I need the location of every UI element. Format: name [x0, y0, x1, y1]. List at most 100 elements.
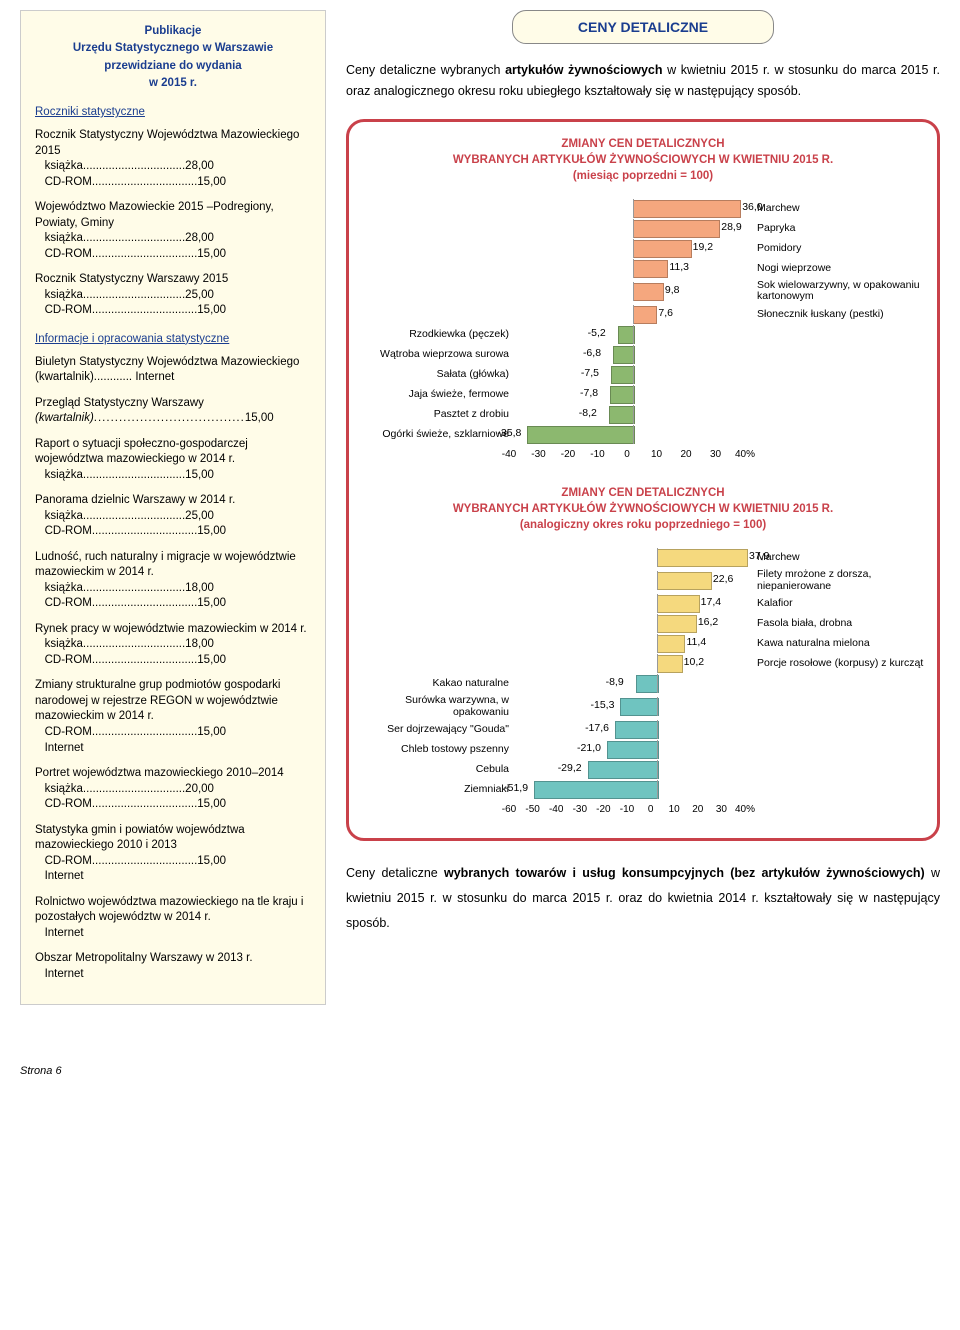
bar-row: Surówka warzywna, w opakowaniu-15,3 [359, 695, 927, 718]
axis-tick: 10 [669, 804, 680, 815]
publication-item: Województwo Mazowieckie 2015 –Podregiony… [35, 200, 311, 262]
hdr-line: przewidziane do wydania [35, 58, 311, 75]
intro-text: Ceny detaliczne wybranych artykułów żywn… [346, 60, 940, 103]
bar-row: Kakao naturalne -8,9 [359, 675, 927, 692]
chart2-title: ZMIANY CEN DETALICZNYCH WYBRANYCH ARTYKU… [359, 485, 927, 533]
bar-value: -15,3 [590, 699, 614, 711]
bar-track: -8,9 [515, 675, 751, 692]
bar-value: 19,2 [693, 241, 713, 253]
bar-track: 9,8 [515, 283, 751, 300]
chart-axis: -40-30-20-10010203040% [509, 449, 745, 465]
bar-row: Rzodkiewka (pęczek)-5,2 [359, 326, 927, 343]
bar-value: -7,5 [581, 367, 599, 379]
bar [657, 595, 700, 613]
bar-label-left: Kakao naturalne [359, 678, 515, 690]
bar-label-right: Marchew [751, 203, 927, 215]
bar-label-right: Kawa naturalna mielona [751, 638, 927, 650]
section-title: Roczniki statystyczne [35, 106, 311, 118]
axis-tick: -60 [502, 804, 516, 815]
bar-label-left: Ziemniaki [359, 784, 515, 796]
bar-track: -7,8 [515, 386, 751, 403]
axis-tick: -20 [596, 804, 610, 815]
bar-value: -17,6 [585, 722, 609, 734]
bar-track: -35,8 [515, 426, 751, 443]
axis-tick: -40 [502, 449, 516, 460]
bar-track: 37,9 [515, 549, 751, 566]
bar-value: -21,0 [577, 742, 601, 754]
bar-row: Sałata (główka)-7,5 [359, 366, 927, 383]
bar-value: -5,2 [588, 327, 606, 339]
bar-label-left: Chleb tostowy pszenny [359, 744, 515, 756]
bar-value: 11,4 [687, 636, 707, 648]
bar [633, 260, 668, 278]
bar-track: -17,6 [515, 721, 751, 738]
bar-value: 37,9 [749, 550, 769, 562]
axis-tick: 30 [710, 449, 721, 460]
publication-item: Zmiany strukturalne grup podmiotów gospo… [35, 678, 311, 756]
axis-tick: -30 [573, 804, 587, 815]
bar [611, 366, 635, 384]
bar-row: 17,4Kalafior [359, 595, 927, 612]
bar-row: Chleb tostowy pszenny -21,0 [359, 741, 927, 758]
title-box: CENY DETALICZNE [512, 10, 774, 44]
axis-tick: 0 [624, 449, 630, 460]
bar-row: 7,6Słonecznik łuskany (pestki) [359, 306, 927, 323]
content-panel: CENY DETALICZNE Ceny detaliczne wybranyc… [346, 10, 940, 1005]
bar-track: -8,2 [515, 406, 751, 423]
axis-tick: -50 [525, 804, 539, 815]
publication-item: Rocznik Statystyczny Warszawy 2015 książ… [35, 272, 311, 319]
bar [607, 741, 659, 759]
bar-row: 9,8Sok wielowarzywny, w opakowaniu karto… [359, 280, 927, 303]
axis-tick: 10 [651, 449, 662, 460]
bar-track: 28,9 [515, 220, 751, 237]
bar [613, 346, 635, 364]
publication-item: Panorama dzielnic Warszawy w 2014 r. ksi… [35, 493, 311, 540]
bar [615, 721, 659, 739]
bar-value: -7,8 [580, 387, 598, 399]
publication-item: Ludność, ruch naturalny i migracje w woj… [35, 550, 311, 612]
bar-value: -8,9 [606, 676, 624, 688]
bar-row: Pasztet z drobiu-8,2 [359, 406, 927, 423]
bar [534, 781, 658, 799]
bar-row: Cebula-29,2 [359, 761, 927, 778]
hdr-line: Publikacje [35, 23, 311, 40]
publications-panel: Publikacje Urzędu Statystycznego w Warsz… [20, 10, 326, 1005]
publication-item: Biuletyn Statystyczny Województwa Mazowi… [35, 355, 311, 386]
bar-value: 10,2 [684, 656, 704, 668]
bar-label-left: Wątroba wieprzowa surowa [359, 349, 515, 361]
bar [633, 283, 664, 301]
bar [610, 386, 635, 404]
page-footer: Strona 6 [0, 1065, 960, 1077]
bar-value: 7,6 [658, 307, 673, 319]
bar-track: 16,2 [515, 615, 751, 632]
bar-row: 37,9Marchew [359, 549, 927, 566]
bar-row: 10,2Porcje rosołowe (korpusy) z kurcząt [359, 655, 927, 672]
axis-tick: 20 [692, 804, 703, 815]
bar-row: 16,2Fasola biała, drobna [359, 615, 927, 632]
axis-tick: 40% [735, 449, 755, 460]
bar-track: 11,4 [515, 635, 751, 652]
bar [657, 655, 683, 673]
bar [657, 572, 712, 590]
bar-label-right: Papryka [751, 223, 927, 235]
section-title: Informacje i opracowania statystyczne [35, 333, 311, 345]
bar-track: -15,3 [515, 698, 751, 715]
bar [633, 240, 692, 258]
axis-tick: -40 [549, 804, 563, 815]
bar-label-right: Marchew [751, 552, 927, 564]
bar-track: 7,6 [515, 306, 751, 323]
publication-item: Obszar Metropolitalny Warszawy w 2013 r.… [35, 951, 311, 982]
publication-item: Rocznik Statystyczny Województwa Mazowie… [35, 128, 311, 190]
bar-row: Ser dojrzewający "Gouda"-17,6 [359, 721, 927, 738]
bar-label-right: Nogi wieprzowe [751, 263, 927, 275]
bar-label-left: Cebula [359, 764, 515, 776]
bar [527, 426, 635, 444]
bar-row: 11,4 Kawa naturalna mielona [359, 635, 927, 652]
bar [588, 761, 659, 779]
bar-track: 22,6 [515, 572, 751, 589]
publication-item: Rolnictwo województwa mazowieckiego na t… [35, 895, 311, 942]
axis-tick: -30 [531, 449, 545, 460]
bar-value: 11,3 [669, 261, 689, 273]
bar-value: 16,2 [698, 616, 718, 628]
bar-track: -7,5 [515, 366, 751, 383]
